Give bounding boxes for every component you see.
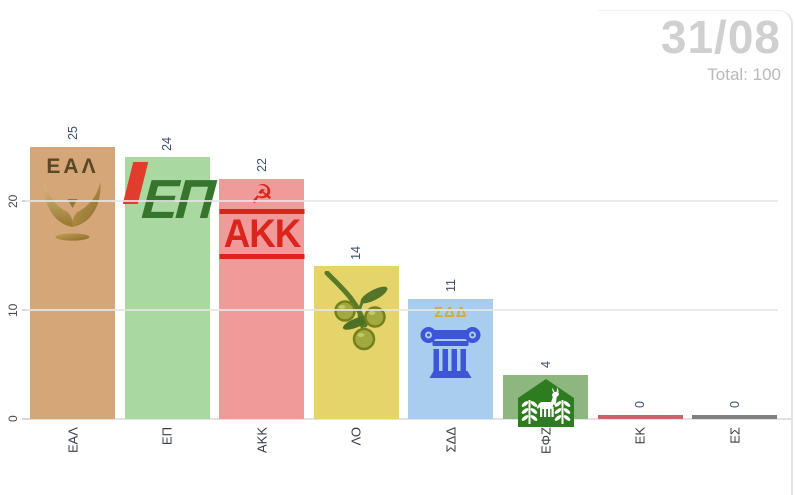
eal-party-logo: ΕΑΛ — [30, 155, 115, 250]
bar-lo[interactable] — [313, 266, 399, 419]
bar-efz[interactable] — [503, 375, 588, 428]
bar-value-ek: 0 — [633, 401, 648, 408]
x-axis-label-ep: ΕΠ — [159, 427, 175, 446]
hammer-sickle-icon: ☭ — [250, 179, 274, 210]
ionic-column-icon — [420, 327, 481, 379]
bar-value-akk: 22 — [254, 158, 269, 173]
chart-header: 31/08 Total: 100 — [661, 12, 781, 85]
bar-ek[interactable] — [597, 415, 683, 419]
bar-value-eal: 25 — [65, 125, 80, 140]
y-tick-label: 0 — [6, 415, 20, 423]
bar-value-es: 0 — [727, 401, 742, 408]
y-tick-label: 10 — [6, 303, 20, 317]
akk-party-logo: ☭ ΑΚΚ — [219, 179, 305, 261]
eal-logo-text: ΕΑΛ — [46, 154, 99, 178]
bar-es[interactable] — [692, 415, 778, 419]
x-axis-label-efz: ΕΦΖ — [538, 427, 553, 454]
pentagon-donkey-icon — [517, 379, 574, 428]
akk-stripe-top — [219, 209, 305, 215]
x-axis-label-sdd: ΣΔΔ — [443, 427, 459, 453]
x-axis-label-es: ΕΣ — [727, 427, 743, 444]
x-axis-line — [25, 418, 791, 420]
x-axis-label-eal: ΕΑΛ — [65, 427, 80, 454]
bar-sdd[interactable]: ΣΔΔ — [408, 299, 494, 419]
x-axis-label-akk: ΑΚΚ — [254, 427, 270, 454]
efz-party-logo — [517, 378, 575, 433]
lo-party-logo — [317, 270, 395, 360]
bar-eal[interactable]: ΕΑΛ — [30, 146, 115, 419]
sdd-logo-text: ΣΔΔ — [434, 304, 468, 322]
ep-party-logo: ΕΠ — [121, 159, 215, 243]
x-axis-label-lo: ΛΟ — [348, 427, 364, 446]
olive-branch-icon — [324, 270, 388, 351]
bar-ep[interactable]: ΕΠ — [122, 157, 214, 419]
ep-logo-text: ΕΠ — [139, 168, 215, 231]
laurel-wings-icon — [44, 181, 101, 241]
akk-logo-text: ΑΚΚ — [223, 211, 301, 257]
bar-akk[interactable]: ☭ ΑΚΚ — [219, 179, 305, 419]
date-label: 31/08 — [660, 11, 781, 63]
bar-value-lo: 14 — [349, 245, 364, 260]
sdd-party-logo: ΣΔΔ — [408, 304, 493, 387]
akk-stripe-bottom — [219, 254, 305, 260]
bar-value-efz: 4 — [538, 361, 553, 369]
bar-value-ep: 24 — [160, 136, 175, 151]
x-axis-label-ek: ΕΚ — [632, 427, 648, 445]
total-label: Total: 100 — [707, 64, 781, 84]
y-tick-mark — [22, 418, 31, 420]
bar-value-sdd: 11 — [443, 279, 458, 293]
y-tick-label: 20 — [6, 194, 20, 208]
